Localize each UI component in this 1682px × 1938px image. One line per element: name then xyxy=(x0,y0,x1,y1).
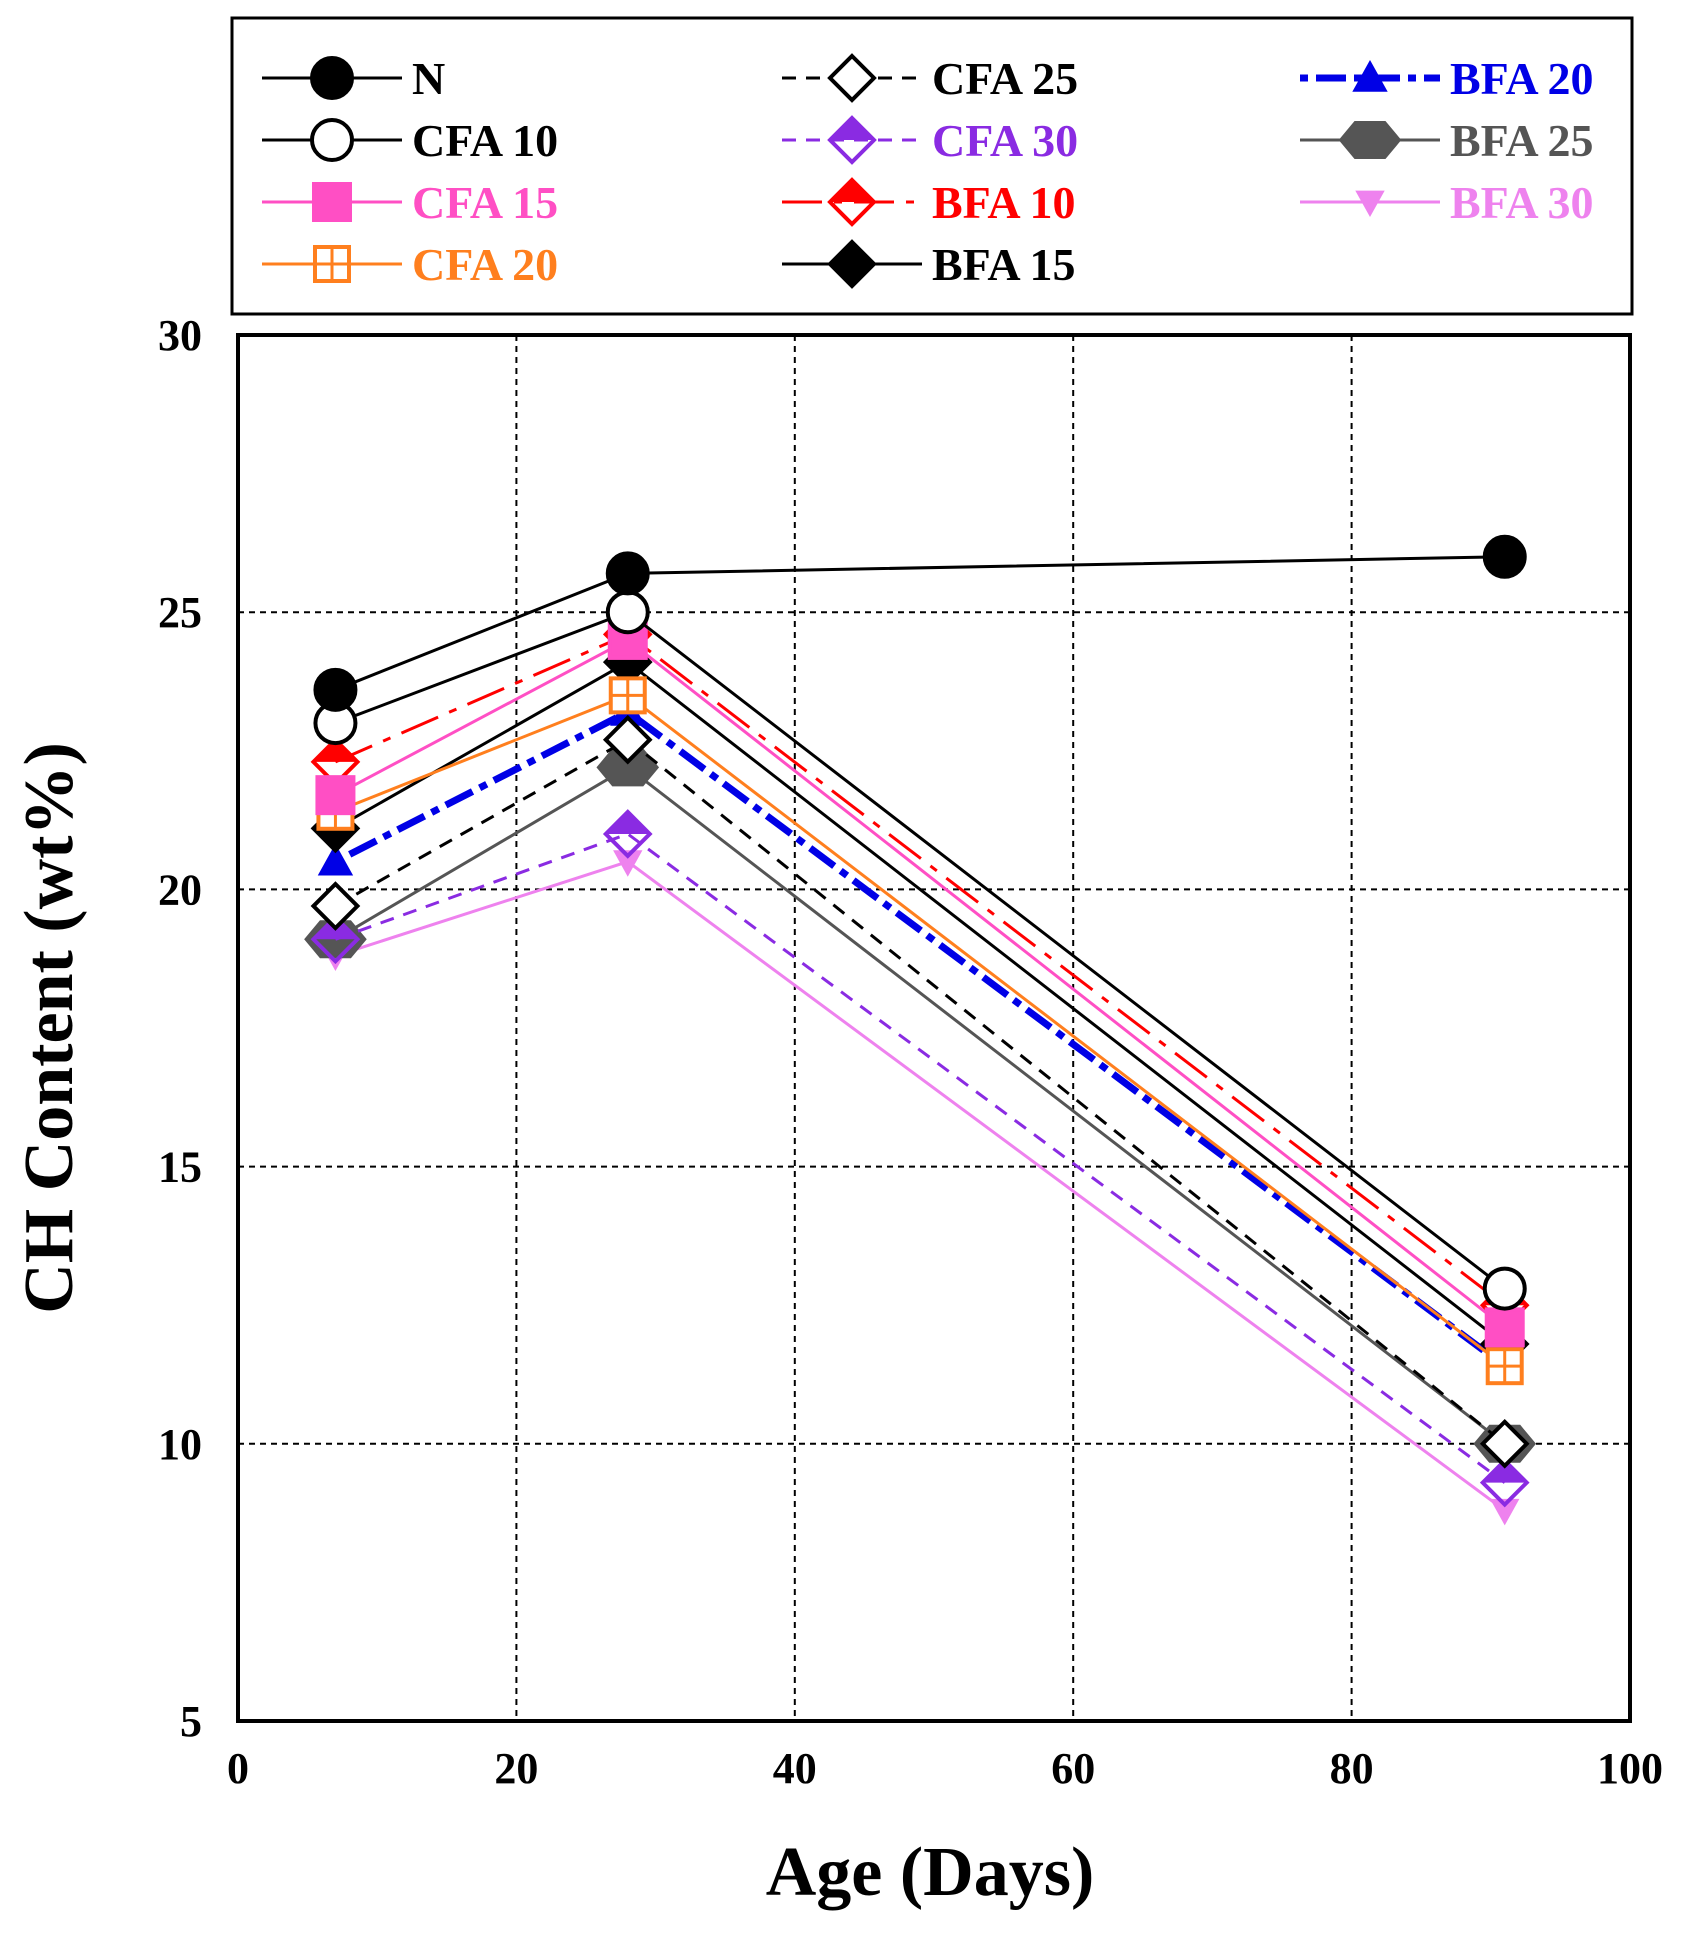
x-tick-label: 80 xyxy=(1330,1744,1374,1793)
legend-marker-cfa-10 xyxy=(310,118,354,162)
legend-marker-cfa-15 xyxy=(312,182,352,222)
y-axis-title: CH Content (wt%) xyxy=(11,742,88,1314)
series-line-n xyxy=(334,555,1505,692)
legend-label: CFA 20 xyxy=(412,239,558,290)
series-cfa-10 xyxy=(313,590,1527,1311)
data-point-n xyxy=(1482,534,1527,579)
y-tick-label: 5 xyxy=(180,1697,202,1746)
legend: N CFA 10 CFA 15 CFA 20 CFA 25 CFA 30 BFA 10 BFA… xyxy=(262,53,1594,290)
legend-marker-bfa-25 xyxy=(1338,121,1402,159)
series-line-cfa-10 xyxy=(334,610,1506,1290)
series-group xyxy=(304,534,1537,1526)
data-point-cfa-10 xyxy=(1482,1266,1527,1311)
y-tick-label: 15 xyxy=(158,1143,202,1192)
series-bfa-20 xyxy=(317,693,1523,1380)
x-axis-title: Age (Days) xyxy=(766,1834,1095,1911)
y-tick-label: 25 xyxy=(158,588,202,637)
legend-item-cfa-15: CFA 15 xyxy=(262,177,558,228)
data-point-bfa-30 xyxy=(1490,1498,1520,1526)
legend-item-bfa-25: BFA 25 xyxy=(1300,115,1594,166)
y-tick-label: 30 xyxy=(158,311,202,360)
series-line-bfa-15 xyxy=(334,660,1506,1346)
legend-label: BFA 20 xyxy=(1450,53,1594,104)
data-point-cfa-25 xyxy=(602,714,653,765)
legend-label: CFA 30 xyxy=(932,115,1078,166)
legend-label: CFA 15 xyxy=(412,177,558,228)
series-cfa-15 xyxy=(315,619,1525,1348)
legend-label: BFA 10 xyxy=(932,177,1076,228)
series-line-bfa-20 xyxy=(333,707,1507,1369)
x-tick-label: 20 xyxy=(494,1744,538,1793)
x-tick-label: 40 xyxy=(773,1744,817,1793)
series-cfa-30 xyxy=(310,809,1530,1508)
plot-frame xyxy=(236,333,1632,1723)
series-cfa-20 xyxy=(316,676,1524,1386)
data-point-cfa-20 xyxy=(608,676,647,715)
y-tick-label: 10 xyxy=(158,1420,202,1469)
legend-item-bfa-20: BFA 20 xyxy=(1300,53,1594,104)
legend-marker-cfa-20 xyxy=(313,245,351,283)
legend-marker-cfa-30 xyxy=(827,115,877,165)
legend-marker-bfa-10 xyxy=(827,177,877,227)
x-tick-label: 100 xyxy=(1597,1744,1663,1793)
legend-item-bfa-10: BFA 10 xyxy=(782,177,1076,228)
grid xyxy=(238,335,1630,1721)
legend-item-bfa-30: BFA 30 xyxy=(1300,177,1594,228)
legend-marker-bfa-30 xyxy=(1355,190,1385,218)
legend-box xyxy=(230,16,1634,316)
legend-marker-cfa-25 xyxy=(827,53,877,103)
series-line-cfa-20 xyxy=(334,693,1506,1368)
data-point-cfa-10 xyxy=(605,590,650,635)
legend-item-bfa-15: BFA 15 xyxy=(782,239,1076,290)
series-bfa-30 xyxy=(320,850,1520,1526)
legend-label: BFA 15 xyxy=(932,239,1076,290)
data-point-cfa-15 xyxy=(1484,1307,1525,1348)
y-tick-label: 20 xyxy=(158,865,202,914)
legend-item-cfa-10: CFA 10 xyxy=(262,115,558,166)
data-point-cfa-15 xyxy=(315,775,356,816)
legend-item-cfa-30: CFA 30 xyxy=(782,115,1078,166)
data-point-cfa-25 xyxy=(310,881,361,931)
data-point-cfa-20 xyxy=(1485,1347,1524,1386)
series-cfa-25 xyxy=(310,714,1530,1469)
series-line-cfa-25 xyxy=(334,737,1506,1445)
x-tick-label: 0 xyxy=(227,1744,249,1793)
data-point-n xyxy=(313,667,358,712)
data-point-bfa-30 xyxy=(613,850,643,877)
legend-marker-bfa-20 xyxy=(1352,59,1388,92)
data-point-bfa-20 xyxy=(317,843,354,876)
x-tick-label: 60 xyxy=(1051,1744,1095,1793)
series-line-bfa-10 xyxy=(334,632,1506,1307)
series-line-bfa-30 xyxy=(334,860,1506,1512)
legend-label: CFA 10 xyxy=(412,115,558,166)
series-n xyxy=(313,534,1527,712)
legend-label: BFA 25 xyxy=(1450,115,1594,166)
legend-item-cfa-25: CFA 25 xyxy=(782,53,1078,104)
series-line-cfa-30 xyxy=(334,832,1506,1484)
data-point-cfa-30 xyxy=(1479,1457,1530,1508)
legend-item-cfa-20: CFA 20 xyxy=(262,239,558,290)
tick-labels: 0 20 40 60 80 100 5 10 15 20 25 30 xyxy=(158,311,1663,1793)
data-point-cfa-25 xyxy=(1479,1418,1530,1469)
legend-label: N xyxy=(412,53,445,104)
legend-item-n: N xyxy=(262,53,445,104)
legend-label: BFA 30 xyxy=(1450,177,1594,228)
data-point-cfa-30 xyxy=(602,809,653,859)
legend-label: CFA 25 xyxy=(932,53,1078,104)
legend-marker-n xyxy=(310,56,354,100)
legend-marker-bfa-15 xyxy=(827,239,877,289)
data-point-n xyxy=(605,551,650,596)
